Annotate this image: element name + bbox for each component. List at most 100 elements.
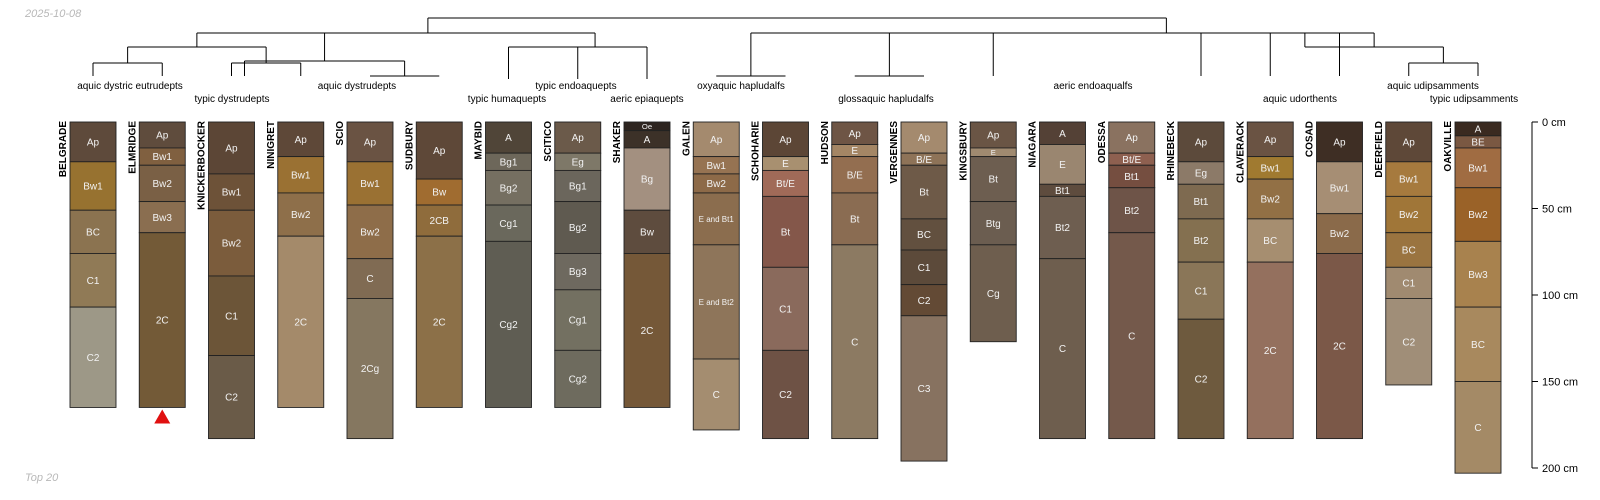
depth-tick-label: 50 cm [1542, 204, 1572, 216]
profile-name: MAYBID [474, 121, 485, 160]
horizon-block [485, 121, 532, 154]
profile-name: ODESSA [1097, 121, 1108, 163]
horizon-label: Bt [919, 188, 929, 199]
horizon-label: Bw2 [360, 227, 380, 238]
footer-label: Top 20 [25, 472, 59, 484]
horizon-label: 2C [1333, 342, 1346, 353]
horizon-label: Ap [225, 144, 238, 155]
horizon-label: BC [1471, 340, 1485, 351]
horizon-label: Bw3 [1468, 270, 1488, 281]
horizon-label: BC [917, 230, 931, 241]
profile-name: SCHOHARIE [751, 121, 762, 181]
horizon-label: Eg [1195, 169, 1207, 180]
horizon-block [415, 178, 463, 206]
soil-profile-hudson: Ap E B/E Bt C HUDSON [820, 121, 879, 440]
horizon-block [762, 266, 809, 351]
horizon-label: BC [1263, 236, 1277, 247]
horizon-block [1454, 147, 1502, 189]
profile-name: HUDSON [820, 121, 831, 164]
horizon-label: Bt/E [1122, 155, 1141, 166]
horizon-label: 2Cg [361, 364, 379, 375]
soil-profile-knickerbocker: Ap Bw1 Bw2 C1 C2 KNICKERBOCKER [197, 120, 255, 440]
horizon-label: C1 [87, 276, 100, 287]
horizon-label: C1 [779, 304, 792, 315]
horizon-label: Bw2 [1399, 210, 1419, 221]
profile-name: ELMRIDGE [127, 121, 138, 174]
depth-tick-label: 100 cm [1542, 290, 1578, 302]
horizon-block [208, 209, 255, 277]
horizon-label: C1 [1402, 278, 1415, 289]
cluster-label: aquic udorthents [1263, 94, 1337, 105]
soil-profile-kingsbury: Ap E Bt Btg Cg KINGSBURY [958, 121, 1017, 343]
horizon-label: Bw2 [222, 239, 242, 250]
horizon-label: E [782, 159, 789, 170]
horizon-block [346, 298, 394, 440]
horizon-block [1108, 232, 1156, 440]
soil-profile-maybid: A Bg1 Bg2 Cg1 Cg2 MAYBID [474, 121, 532, 408]
horizon-block [69, 306, 117, 408]
profile-name: SUDBURY [404, 121, 415, 170]
horizon-label: Btg [986, 219, 1001, 230]
soil-profile-galen: Ap Bw1 Bw2 E and Bt1 E and Bt2 C GALEN [681, 121, 740, 431]
horizon-block [692, 358, 740, 431]
horizon-label: Bt2 [1055, 223, 1070, 234]
horizon-label: E [991, 148, 996, 157]
horizon-label: Ap [849, 129, 862, 140]
soil-profile-rhinebeck: Ap Eg Bt1 Bt2 C1 C2 RHINEBECK [1166, 120, 1225, 440]
horizon-label: E and Bt1 [699, 215, 735, 224]
horizon-label: BC [1402, 246, 1416, 257]
horizon-label: C2 [1402, 337, 1415, 348]
soil-profile-odessa: Ap Bt/E Bt1 Bt2 C ODESSA [1097, 121, 1156, 440]
horizon-label: Ap [1333, 137, 1346, 148]
horizon-block [900, 121, 948, 154]
horizon-block [554, 349, 602, 408]
horizon-label: Ap [710, 135, 723, 146]
horizon-label: Bg3 [569, 267, 587, 278]
horizon-label: B/E [847, 170, 863, 181]
horizon-label: Bt1 [1055, 186, 1070, 197]
horizon-block [900, 284, 948, 317]
horizon-label: A [1475, 125, 1482, 136]
horizon-label: Bw2 [1261, 195, 1281, 206]
profile-name: KINGSBURY [958, 121, 969, 181]
horizon-label: C [713, 390, 720, 401]
cluster-label: aeric endoaqualfs [1054, 81, 1133, 92]
horizon-label: Bg1 [569, 182, 587, 193]
horizon-block [969, 121, 1017, 149]
horizon-block [1177, 121, 1225, 163]
horizon-label: C1 [918, 263, 931, 274]
horizon-block [138, 121, 186, 149]
horizon-block [623, 253, 671, 408]
horizon-label: Ap [1195, 137, 1208, 148]
horizon-block [1316, 161, 1363, 215]
horizon-block [485, 240, 532, 408]
soil-profile-deerfield: Ap Bw1 Bw2 BC C1 C2 DEERFIELD [1374, 121, 1433, 386]
horizon-label: Oe [642, 122, 652, 131]
horizon-block [1454, 187, 1502, 242]
horizon-label: Ap [1403, 137, 1416, 148]
horizon-label: B/E [916, 155, 932, 166]
profile-name: KNICKERBOCKER [197, 120, 208, 210]
horizon-block [415, 235, 463, 408]
horizon-block [762, 195, 809, 268]
horizon-block [1385, 161, 1433, 197]
horizon-label: Bw1 [1330, 183, 1350, 194]
horizon-block [69, 121, 117, 163]
horizon-block [692, 244, 740, 360]
horizon-label: Bg2 [500, 183, 518, 194]
cluster-label: aeric epiaquepts [610, 94, 683, 105]
profile-name: NIAGARA [1028, 121, 1039, 168]
horizon-label: Bw1 [360, 179, 380, 190]
horizon-block [346, 258, 394, 299]
horizon-block [277, 156, 325, 194]
horizon-label: Ap [364, 137, 377, 148]
profile-name: SCIO [335, 121, 346, 146]
horizon-label: Bw2 [1468, 210, 1488, 221]
profile-name: COSAD [1305, 121, 1316, 157]
profile-name: CLAVERACK [1235, 120, 1246, 183]
horizon-block [485, 169, 532, 206]
horizon-label: C [1474, 423, 1481, 434]
horizon-label: Bw2 [291, 210, 311, 221]
horizon-label: C2 [779, 390, 792, 401]
